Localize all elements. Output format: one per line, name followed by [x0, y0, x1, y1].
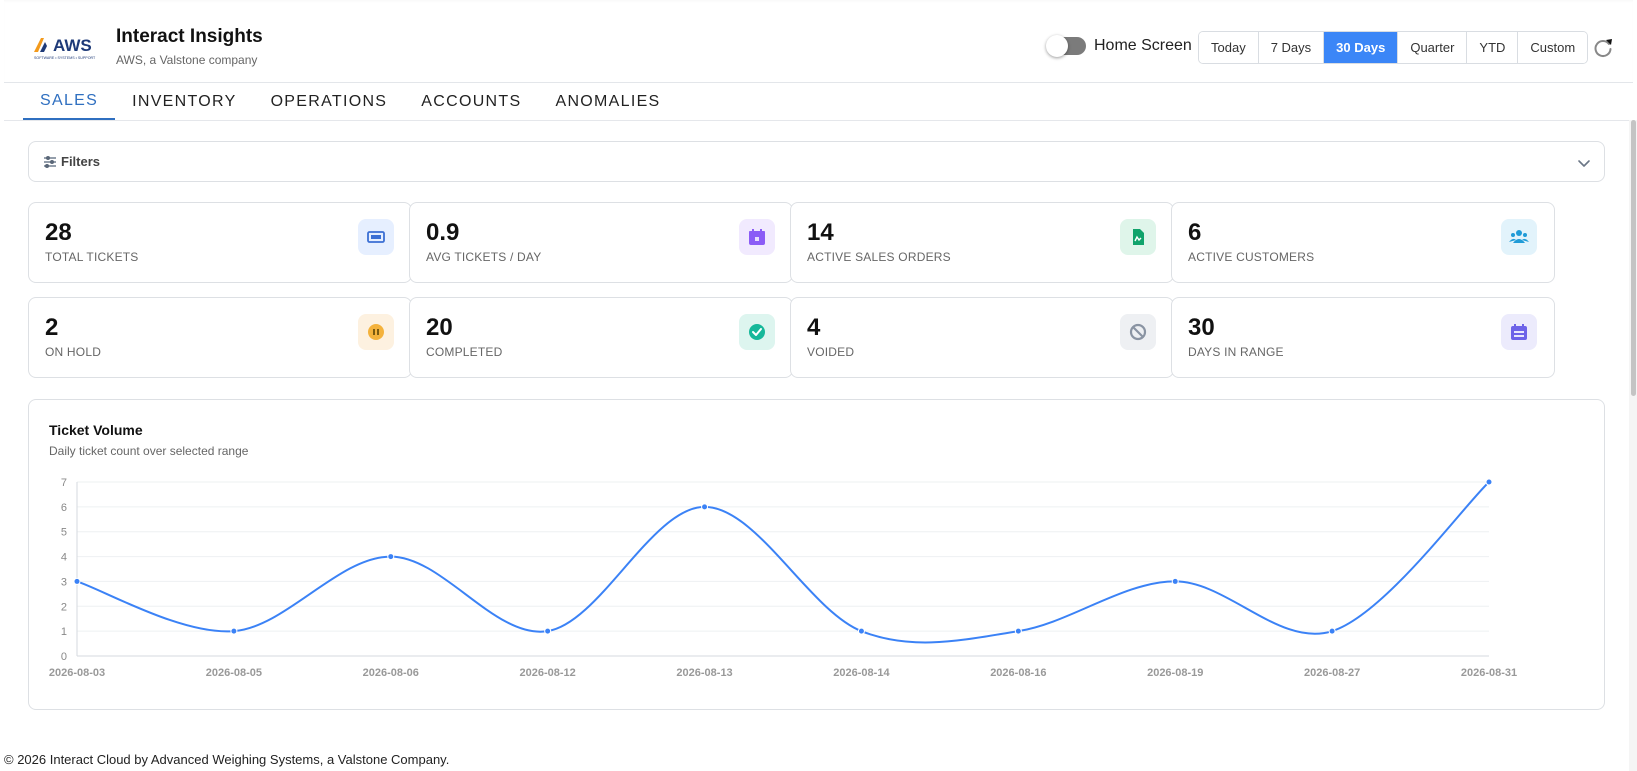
kpi-value: 6	[1188, 219, 1202, 246]
range-button-today[interactable]: Today	[1199, 32, 1259, 63]
chart-subtitle: Daily ticket count over selected range	[49, 444, 249, 458]
x-tick-label: 2026-08-16	[990, 667, 1046, 679]
check-icon	[739, 314, 775, 350]
kpi-value: 2	[45, 314, 59, 341]
range-button-quarter[interactable]: Quarter	[1398, 32, 1468, 63]
data-point	[1171, 577, 1179, 585]
kpi-label: VOIDED	[807, 345, 855, 359]
refresh-icon[interactable]	[1592, 37, 1614, 59]
tab-operations[interactable]: OPERATIONS	[270, 93, 388, 110]
kpi-value: 0.9	[426, 219, 460, 246]
kpi-value: 4	[807, 314, 821, 341]
kpi-card-completed: 20 COMPLETED	[409, 297, 793, 378]
data-point	[230, 627, 238, 635]
range-button-30-days[interactable]: 30 Days	[1324, 32, 1399, 63]
y-tick-label: 4	[61, 552, 67, 564]
kpi-card-voided: 4 VOIDED	[790, 297, 1174, 378]
app-title: Interact Insights	[116, 26, 263, 47]
y-tick-label: 0	[61, 651, 67, 663]
range-button-7-days[interactable]: 7 Days	[1258, 32, 1325, 63]
x-tick-label: 2026-08-27	[1304, 667, 1360, 679]
pause-icon	[358, 314, 394, 350]
data-point	[1485, 478, 1493, 486]
home-screen-toggle[interactable]: Home Screen	[1046, 35, 1192, 57]
kpi-label: ACTIVE CUSTOMERS	[1188, 250, 1315, 264]
filter-sliders-icon	[44, 156, 56, 168]
range-button-custom[interactable]: Custom	[1518, 32, 1588, 63]
x-tick-label: 2026-08-06	[363, 667, 419, 679]
users-icon	[1501, 219, 1537, 255]
y-tick-label: 3	[61, 576, 67, 588]
kpi-card-total-tickets: 28 TOTAL TICKETS	[28, 202, 412, 283]
toggle-switch[interactable]	[1046, 35, 1086, 57]
date-range-selector: Today 7 Days 30 Days Quarter YTD Custom	[1198, 31, 1589, 64]
data-point	[73, 577, 81, 585]
data-point	[387, 553, 395, 561]
kpi-label: ACTIVE SALES ORDERS	[807, 250, 951, 264]
x-tick-label: 2026-08-05	[206, 667, 262, 679]
header-bar: AWS SOFTWARE • SYSTEMS • SUPPORT Interac…	[4, 0, 1633, 83]
kpi-value: 30	[1188, 314, 1215, 341]
tab-accounts[interactable]: ACCOUNTS	[421, 93, 522, 110]
tab-sales[interactable]: SALES	[23, 84, 116, 120]
scrollbar-track[interactable]	[1629, 120, 1637, 771]
kpi-label: ON HOLD	[45, 345, 102, 359]
scrollbar-thumb[interactable]	[1631, 120, 1636, 396]
calendar-range-icon	[1501, 314, 1537, 350]
y-tick-label: 7	[61, 477, 67, 489]
kpi-card-on-hold: 2 ON HOLD	[28, 297, 412, 378]
y-tick-label: 5	[61, 527, 67, 539]
y-tick-label: 6	[61, 502, 67, 514]
ticket-icon	[358, 219, 394, 255]
calendar-icon	[739, 219, 775, 255]
filters-panel[interactable]: Filters	[28, 141, 1605, 182]
kpi-value: 28	[45, 219, 72, 246]
kpi-card-avg-tickets-day: 0.9 AVG TICKETS / DAY	[409, 202, 793, 283]
kpi-card-days-in-range: 30 DAYS IN RANGE	[1171, 297, 1555, 378]
home-screen-label: Home Screen	[1094, 37, 1192, 54]
ticket-volume-chart: 0 1 2 3 4 5 6 7 2026-08-03 2026-08-05 2026-08-06 20…	[49, 477, 1517, 679]
series-line	[76, 481, 1490, 644]
footer-copyright: © 2026 Interact Cloud by Advanced Weighi…	[4, 752, 450, 767]
svg-text:AWS: AWS	[53, 36, 92, 55]
kpi-label: COMPLETED	[426, 345, 503, 359]
x-tick-label: 2026-08-31	[1461, 667, 1517, 679]
svg-text:SOFTWARE • SYSTEMS • SUPPORT: SOFTWARE • SYSTEMS • SUPPORT	[34, 56, 96, 60]
toggle-knob	[1046, 35, 1068, 57]
kpi-card-active-customers: 6 ACTIVE CUSTOMERS	[1171, 202, 1555, 283]
tabs-divider	[4, 120, 1629, 121]
x-tick-label: 2026-08-14	[833, 667, 890, 679]
chart-title: Ticket Volume	[49, 422, 143, 438]
kpi-label: DAYS IN RANGE	[1188, 345, 1284, 359]
ticket-volume-card: 0 1 2 3 4 5 6 7 2026-08-03 2026-08-05 2026-08-06 20…	[28, 399, 1605, 710]
tab-anomalies[interactable]: ANOMALIES	[555, 93, 661, 110]
kpi-label: AVG TICKETS / DAY	[426, 250, 542, 264]
kpi-value: 20	[426, 314, 453, 341]
document-icon	[1120, 219, 1156, 255]
x-tick-label: 2026-08-13	[676, 667, 732, 679]
kpi-value: 14	[807, 219, 834, 246]
void-icon	[1120, 314, 1156, 350]
x-tick-label: 2026-08-03	[49, 667, 105, 679]
x-tick-label: 2026-08-12	[520, 667, 576, 679]
y-tick-label: 2	[61, 601, 67, 613]
aws-logo: AWS SOFTWARE • SYSTEMS • SUPPORT	[34, 36, 96, 60]
range-button-ytd[interactable]: YTD	[1467, 32, 1519, 63]
chevron-down-icon[interactable]	[1576, 155, 1592, 171]
main-tabs: SALES INVENTORY OPERATIONS ACCOUNTS ANOMALIE…	[23, 84, 678, 120]
y-tick-label: 1	[61, 626, 67, 638]
data-point	[1328, 627, 1336, 635]
x-tick-label: 2026-08-19	[1147, 667, 1203, 679]
data-point	[857, 627, 865, 635]
data-point	[701, 503, 709, 511]
kpi-card-active-sales-orders: 14 ACTIVE SALES ORDERS	[790, 202, 1174, 283]
data-point	[544, 627, 552, 635]
tab-inventory[interactable]: INVENTORY	[132, 93, 237, 110]
filters-label: Filters	[61, 154, 101, 169]
app-subtitle: AWS, a Valstone company	[116, 53, 258, 67]
data-point	[1014, 627, 1022, 635]
kpi-label: TOTAL TICKETS	[45, 250, 139, 264]
